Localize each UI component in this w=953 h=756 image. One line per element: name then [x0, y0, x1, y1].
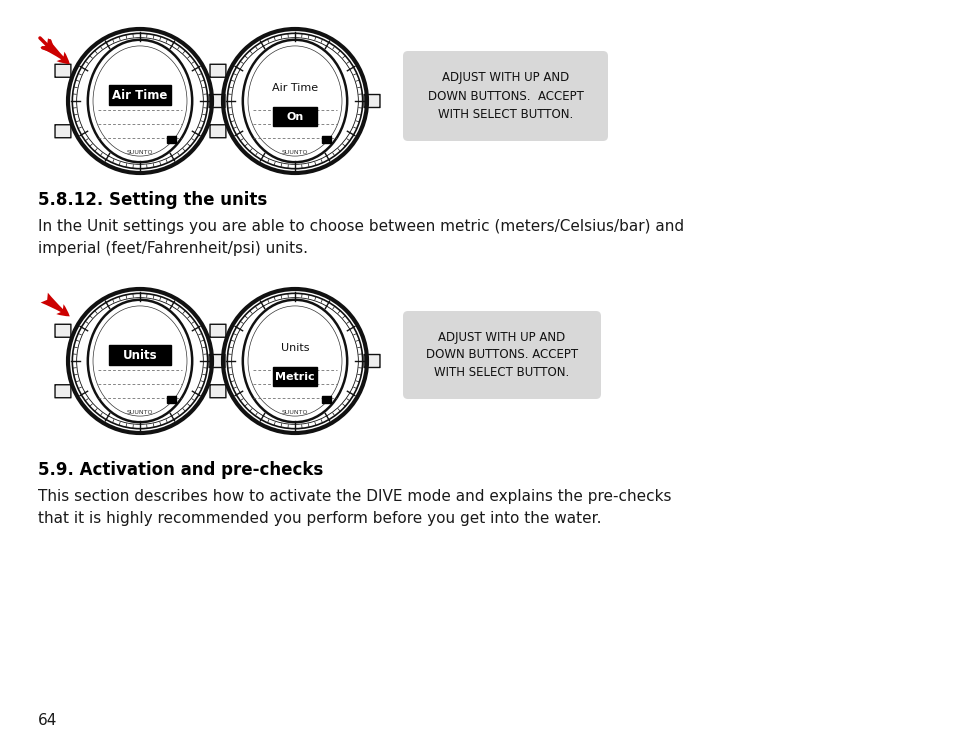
FancyBboxPatch shape: [274, 107, 316, 126]
Text: Air Time: Air Time: [272, 83, 317, 93]
FancyBboxPatch shape: [55, 385, 71, 398]
Text: SUUNTO: SUUNTO: [127, 411, 153, 415]
FancyBboxPatch shape: [322, 395, 331, 403]
Text: Units: Units: [280, 343, 309, 353]
FancyBboxPatch shape: [209, 94, 225, 107]
FancyBboxPatch shape: [364, 355, 379, 367]
Text: 64: 64: [38, 713, 57, 728]
FancyBboxPatch shape: [210, 64, 226, 77]
FancyBboxPatch shape: [210, 385, 226, 398]
FancyBboxPatch shape: [55, 125, 71, 138]
FancyBboxPatch shape: [55, 64, 71, 77]
Text: SUUNTO: SUUNTO: [281, 150, 308, 155]
FancyBboxPatch shape: [167, 395, 175, 403]
Text: ADJUST WITH UP AND
DOWN BUTTONS.  ACCEPT
WITH SELECT BUTTON.: ADJUST WITH UP AND DOWN BUTTONS. ACCEPT …: [427, 72, 583, 120]
Text: In the Unit settings you are able to choose between metric (meters/Celsius/bar) : In the Unit settings you are able to cho…: [38, 219, 683, 256]
FancyBboxPatch shape: [55, 324, 71, 337]
Text: SUUNTO: SUUNTO: [281, 411, 308, 415]
Ellipse shape: [243, 300, 347, 422]
FancyBboxPatch shape: [210, 125, 226, 138]
Text: ADJUST WITH UP AND
DOWN BUTTONS. ACCEPT
WITH SELECT BUTTON.: ADJUST WITH UP AND DOWN BUTTONS. ACCEPT …: [425, 330, 578, 380]
FancyBboxPatch shape: [402, 311, 600, 399]
Text: On: On: [286, 112, 303, 122]
Text: 5.8.12. Setting the units: 5.8.12. Setting the units: [38, 191, 267, 209]
Text: This section describes how to activate the DIVE mode and explains the pre-checks: This section describes how to activate t…: [38, 489, 671, 525]
FancyBboxPatch shape: [110, 345, 171, 365]
FancyBboxPatch shape: [209, 355, 225, 367]
Text: Units: Units: [123, 349, 157, 361]
Text: SUUNTO: SUUNTO: [127, 150, 153, 155]
Text: 5.9. Activation and pre-checks: 5.9. Activation and pre-checks: [38, 461, 323, 479]
FancyBboxPatch shape: [322, 135, 331, 143]
FancyBboxPatch shape: [210, 324, 226, 337]
FancyBboxPatch shape: [110, 85, 171, 105]
Ellipse shape: [243, 40, 347, 163]
FancyBboxPatch shape: [364, 94, 379, 107]
Ellipse shape: [88, 300, 192, 422]
Text: Air Time: Air Time: [112, 88, 168, 102]
Ellipse shape: [88, 40, 192, 163]
Text: Metric: Metric: [274, 372, 314, 382]
FancyBboxPatch shape: [274, 367, 316, 386]
FancyBboxPatch shape: [402, 51, 607, 141]
FancyBboxPatch shape: [167, 135, 175, 143]
